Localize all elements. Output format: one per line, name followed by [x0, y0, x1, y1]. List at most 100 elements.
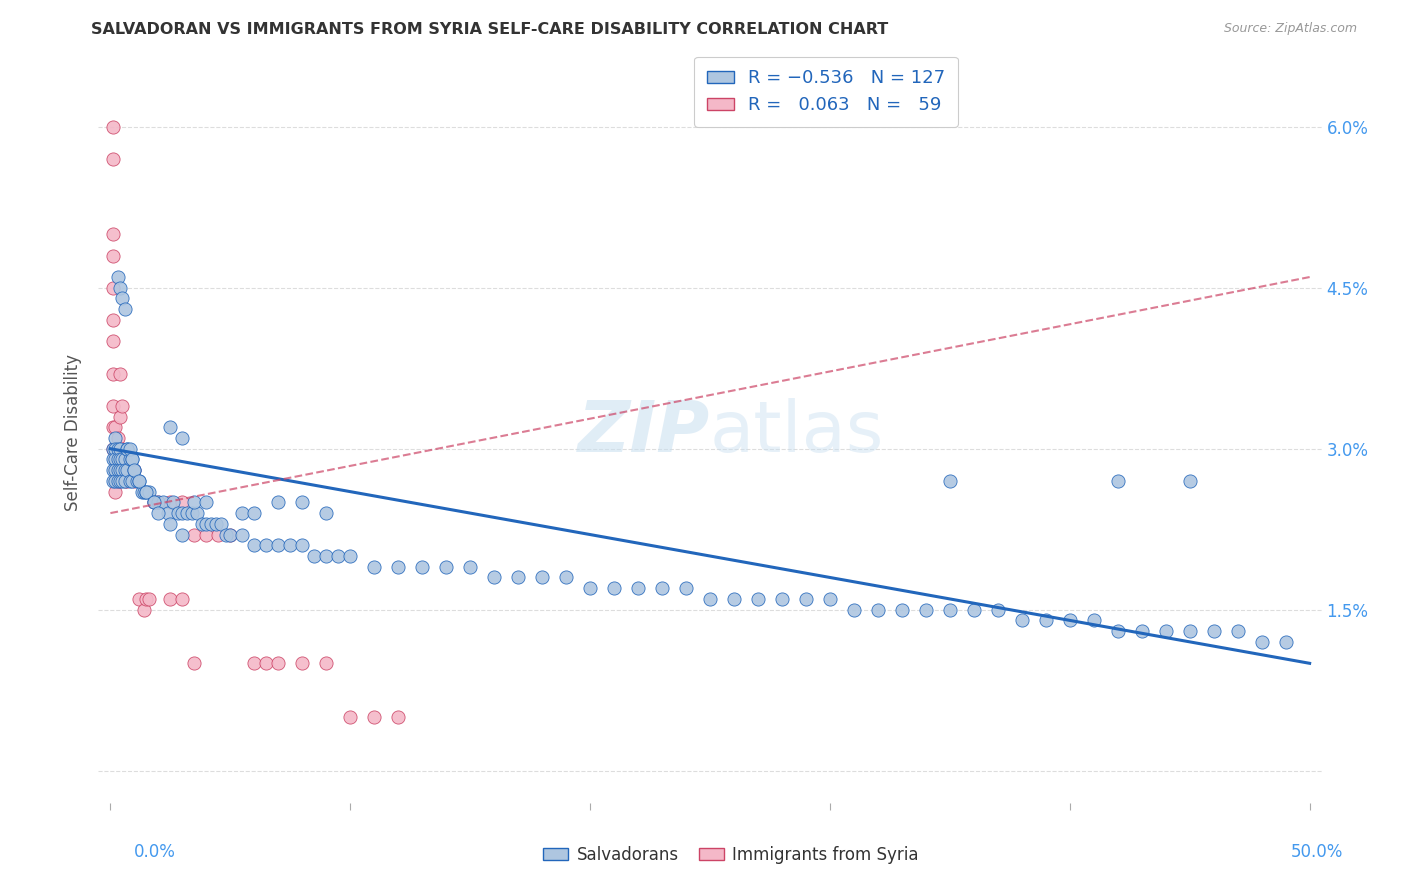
Point: [125, 474, 148, 488]
Text: SALVADORAN VS IMMIGRANTS FROM SYRIA SELF-CARE DISABILITY CORRELATION CHART: SALVADORAN VS IMMIGRANTS FROM SYRIA SELF…: [91, 22, 889, 37]
Point: [172, 506, 194, 520]
Point: [101, 367, 124, 381]
Point: [114, 474, 136, 488]
Point: [1178, 624, 1201, 639]
Point: [209, 516, 232, 531]
Point: [278, 538, 301, 552]
Point: [291, 538, 314, 552]
Text: Source: ZipAtlas.com: Source: ZipAtlas.com: [1223, 22, 1357, 36]
Point: [214, 527, 236, 541]
Point: [142, 495, 165, 509]
Point: [104, 474, 127, 488]
Point: [121, 463, 143, 477]
Point: [219, 527, 242, 541]
Point: [363, 710, 385, 724]
Point: [939, 474, 962, 488]
Point: [963, 602, 986, 616]
Point: [111, 463, 134, 477]
Text: atlas: atlas: [710, 398, 884, 467]
Point: [131, 484, 153, 499]
Point: [135, 591, 157, 606]
Point: [107, 270, 129, 285]
Point: [111, 292, 134, 306]
Point: [114, 463, 136, 477]
Point: [101, 227, 124, 241]
Point: [363, 559, 385, 574]
Point: [231, 506, 253, 520]
Point: [111, 442, 134, 456]
Point: [101, 120, 124, 134]
Point: [111, 399, 134, 413]
Point: [107, 452, 129, 467]
Point: [118, 474, 141, 488]
Point: [579, 581, 602, 595]
Point: [107, 442, 129, 456]
Point: [387, 710, 409, 724]
Point: [101, 281, 124, 295]
Point: [111, 452, 134, 467]
Point: [207, 527, 229, 541]
Point: [104, 431, 127, 445]
Point: [747, 591, 769, 606]
Point: [699, 591, 721, 606]
Point: [108, 452, 131, 467]
Point: [156, 506, 179, 520]
Point: [111, 474, 134, 488]
Point: [104, 442, 127, 456]
Point: [200, 516, 222, 531]
Point: [101, 442, 124, 456]
Point: [162, 495, 184, 509]
Point: [1107, 624, 1129, 639]
Point: [101, 313, 124, 327]
Point: [291, 657, 314, 671]
Point: [101, 152, 124, 166]
Point: [121, 474, 143, 488]
Point: [267, 538, 290, 552]
Point: [107, 452, 129, 467]
Point: [987, 602, 1010, 616]
Point: [104, 452, 127, 467]
Point: [166, 506, 188, 520]
Point: [176, 506, 198, 520]
Point: [118, 442, 141, 456]
Point: [142, 495, 165, 509]
Point: [148, 506, 170, 520]
Point: [675, 581, 697, 595]
Point: [132, 602, 155, 616]
Point: [1154, 624, 1177, 639]
Text: 0.0%: 0.0%: [134, 843, 176, 861]
Point: [124, 463, 146, 477]
Point: [183, 657, 205, 671]
Point: [107, 474, 129, 488]
Point: [107, 463, 129, 477]
Point: [1226, 624, 1249, 639]
Point: [114, 474, 136, 488]
Point: [148, 495, 170, 509]
Point: [172, 495, 194, 509]
Point: [108, 409, 131, 424]
Legend: Salvadorans, Immigrants from Syria: Salvadorans, Immigrants from Syria: [537, 839, 925, 871]
Point: [115, 463, 138, 477]
Point: [172, 431, 194, 445]
Point: [1202, 624, 1225, 639]
Point: [939, 602, 962, 616]
Point: [101, 399, 124, 413]
Point: [115, 463, 138, 477]
Point: [1130, 624, 1153, 639]
Point: [107, 442, 129, 456]
Point: [219, 527, 242, 541]
Point: [555, 570, 578, 584]
Point: [118, 452, 141, 467]
Point: [254, 538, 277, 552]
Point: [121, 452, 143, 467]
Point: [128, 474, 150, 488]
Point: [267, 495, 290, 509]
Point: [104, 463, 127, 477]
Point: [138, 591, 160, 606]
Point: [195, 527, 218, 541]
Point: [315, 506, 337, 520]
Point: [124, 463, 146, 477]
Point: [148, 495, 170, 509]
Point: [328, 549, 350, 563]
Point: [159, 516, 181, 531]
